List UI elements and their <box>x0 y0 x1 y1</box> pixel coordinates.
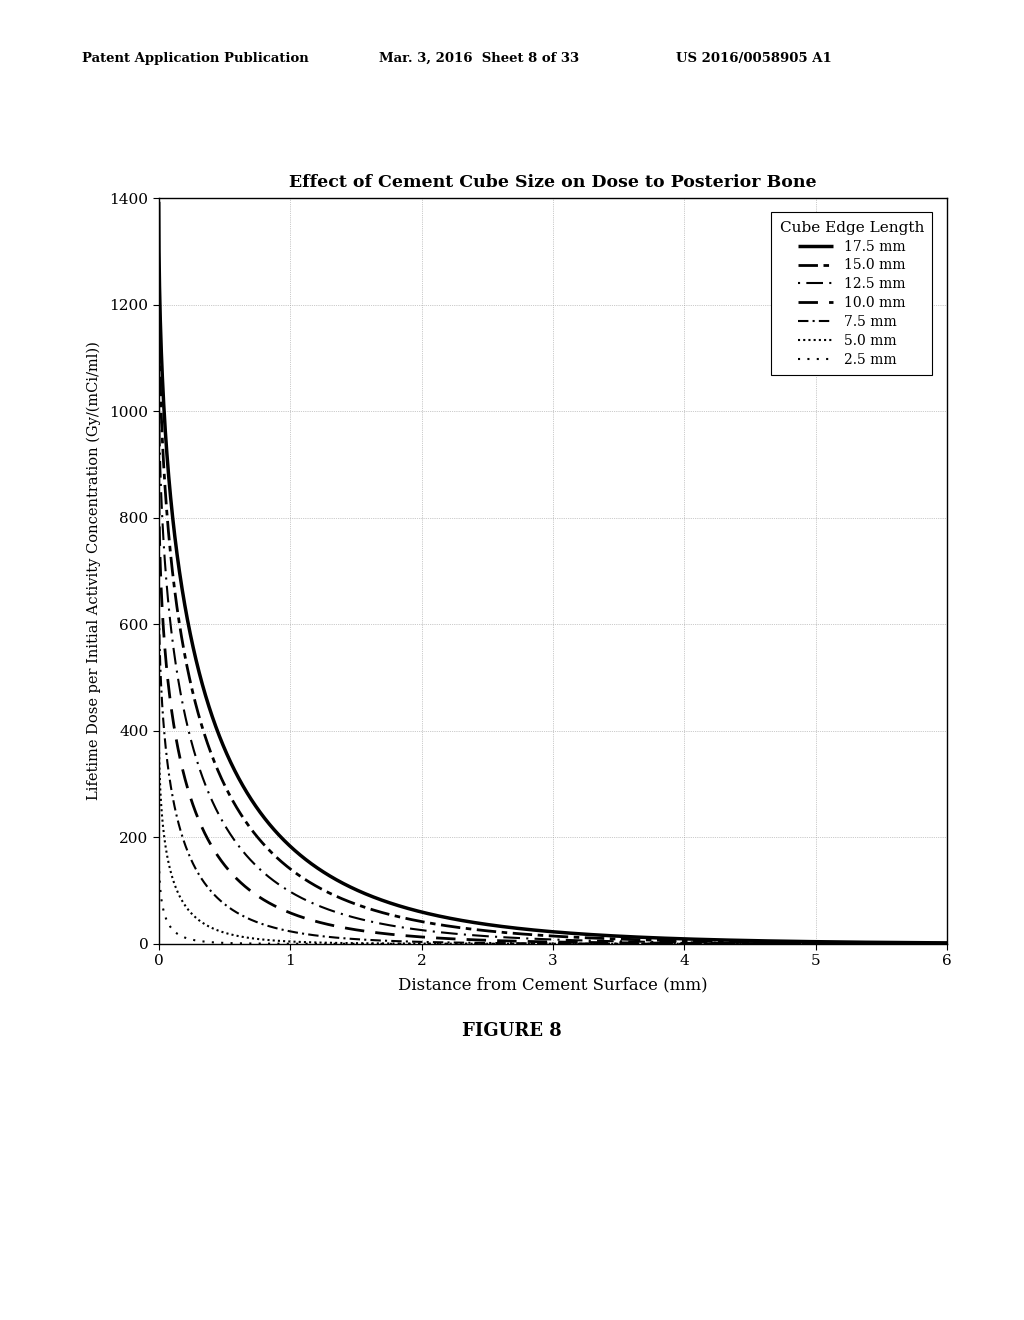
Text: FIGURE 8: FIGURE 8 <box>462 1022 562 1040</box>
Y-axis label: Lifetime Dose per Initial Activity Concentration (Gy/(mCi/ml)): Lifetime Dose per Initial Activity Conce… <box>87 342 101 800</box>
Legend: 17.5 mm, 15.0 mm, 12.5 mm, 10.0 mm, 7.5 mm, 5.0 mm, 2.5 mm: 17.5 mm, 15.0 mm, 12.5 mm, 10.0 mm, 7.5 … <box>771 213 933 375</box>
Text: Mar. 3, 2016  Sheet 8 of 33: Mar. 3, 2016 Sheet 8 of 33 <box>379 51 579 65</box>
Title: Effect of Cement Cube Size on Dose to Posterior Bone: Effect of Cement Cube Size on Dose to Po… <box>289 174 817 191</box>
Text: Patent Application Publication: Patent Application Publication <box>82 51 308 65</box>
Text: US 2016/0058905 A1: US 2016/0058905 A1 <box>676 51 831 65</box>
X-axis label: Distance from Cement Surface (mm): Distance from Cement Surface (mm) <box>398 977 708 994</box>
